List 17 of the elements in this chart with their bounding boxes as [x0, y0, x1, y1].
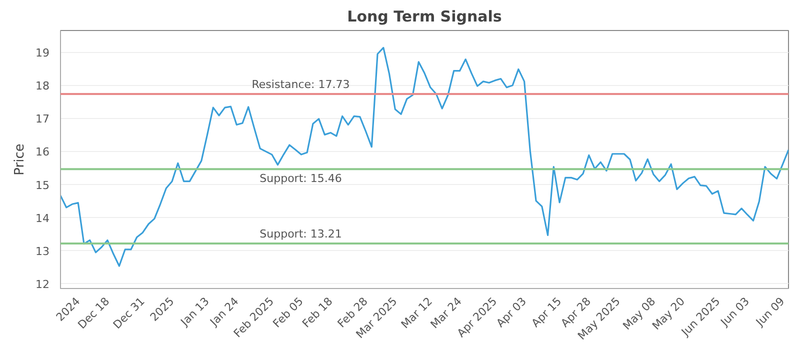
y-tick-label: 15	[36, 178, 50, 192]
y-tick-label: 16	[36, 146, 50, 159]
chart-title: Long Term Signals	[347, 8, 502, 26]
y-axis-title: Price	[12, 144, 28, 176]
y-tick-label: 18	[36, 80, 50, 93]
ref-line-label: Resistance: 17.73	[252, 78, 350, 92]
y-tick-label: 17	[36, 112, 50, 126]
y-tick-label: 12	[36, 278, 50, 292]
y-tick-label: 13	[36, 244, 50, 258]
x-tick-label: Jun 09	[752, 294, 788, 330]
x-tick-label: Dec 31	[110, 294, 148, 332]
line-series	[60, 46, 788, 267]
y-tick-label: 14	[36, 212, 50, 225]
ref-line-label: Support: 15.46	[260, 172, 342, 186]
y-tick-label: 19	[36, 46, 50, 60]
x-tick-label: Jun 03	[718, 294, 752, 330]
ref-line-label: Support: 13.21	[260, 228, 342, 241]
